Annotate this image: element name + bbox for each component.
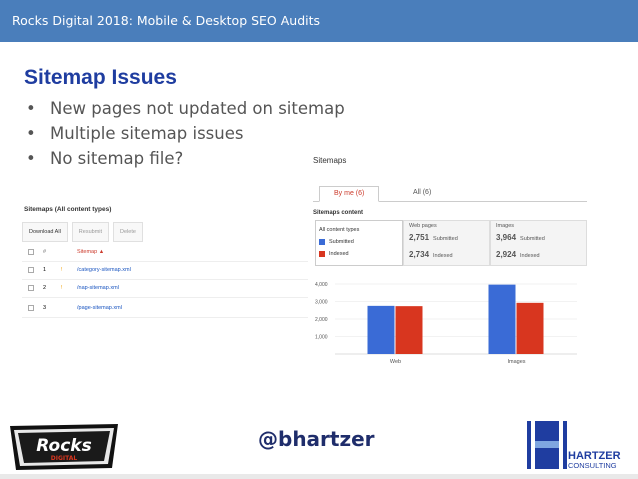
submitted-label: Submitted [520,236,545,242]
table-row: 3 /page-sitemap.xml [22,300,308,318]
bullet-list: • New pages not updated on sitemap • Multi… [26,96,345,171]
sitemap-link[interactable]: /category-sitemap.xml [77,267,131,273]
bullet-dot: • [26,99,36,118]
row-number: 2 [43,285,47,291]
resubmit-button[interactable]: Resubmit [71,222,110,242]
tab-by-me[interactable]: By me (6) [319,186,380,202]
sitemaps-title: Sitemaps [313,156,347,165]
legend-label: Indexed [329,251,349,257]
y-tick-label: 1,000 [315,335,328,341]
tab-all[interactable]: All (6) [413,189,432,196]
sitemaps-content-label: Sitemaps content [313,210,364,216]
web-indexed-line: 2,734 Indexed [409,250,484,267]
legend-item-submitted: Submitted [319,236,399,248]
images-submitted-line: 3,964 Submitted [496,233,581,250]
legend-item-indexed: Indexed [319,248,399,260]
images-indexed-value: 2,924 [496,250,517,259]
hartzer-consulting-logo: HARTZER CONSULTING [527,421,621,470]
x-tick-label: Web [390,359,401,365]
bullet-text: Multiple sitemap issues [50,124,244,143]
indexed-label: Indexed [433,253,453,259]
warning-icon: ! [61,267,63,273]
download-all-button[interactable]: Download All [22,222,68,242]
bullet-text: New pages not updated on sitemap [50,99,345,118]
bullet-item: • Multiple sitemap issues [26,121,345,146]
bullet-item: • New pages not updated on sitemap [26,96,345,121]
row-number: 3 [43,305,47,311]
bullet-text: No sitemap file? [50,149,184,168]
sitemaps-list-screenshot: Sitemaps (All content types) Download Al… [22,204,308,324]
images-label: Images [496,223,515,229]
web-pages-label: Web pages [409,223,437,229]
web-pages-stats[interactable]: Web pages 2,751 Submitted 2,734 Indexed [403,220,490,266]
table-row: 1 ! /category-sitemap.xml [22,262,308,280]
sitemaps-content-screenshot: Sitemaps By me (6) All (6) Sitemaps cont… [307,150,587,372]
legend-label: Submitted [329,239,354,245]
svg-text:CONSULTING: CONSULTING [568,461,617,470]
bullet-dot: • [26,124,36,143]
tab-bar: By me (6) All (6) [313,182,587,202]
row-checkbox[interactable] [28,285,34,291]
select-all-checkbox[interactable] [28,249,34,255]
bullet-dot: • [26,149,36,168]
header-title: Rocks Digital 2018: Mobile & Desktop SEO… [12,13,321,28]
y-tick-label: 3,000 [315,300,328,306]
images-stats[interactable]: Images 3,964 Submitted 2,924 Indexed [490,220,587,266]
slide-title: Sitemap Issues [24,66,177,89]
bar-submitted-web [367,305,395,354]
column-number: # [43,249,47,255]
y-tick-label: 2,000 [315,317,328,323]
table-row: 2 ! /nap-sitemap.xml [22,280,308,298]
sitemaps-list-heading: Sitemaps (All content types) [24,206,112,213]
indexed-label: Indexed [520,253,540,259]
images-submitted-value: 3,964 [496,233,517,242]
bullet-item: • No sitemap file? [26,146,345,171]
submitted-label: Submitted [433,236,458,242]
sitemap-link[interactable]: /page-sitemap.xml [77,305,122,311]
bar-indexed-images [516,302,544,354]
svg-text:HARTZER: HARTZER [568,450,621,462]
x-tick-label: Images [507,359,525,365]
twitter-handle: @bhartzer [258,427,375,451]
sitemap-bar-chart: 4,000 3,000 2,000 1,000 Web Images [315,282,577,365]
indexed-swatch [319,251,325,257]
images-indexed-line: 2,924 Indexed [496,250,581,267]
table-header-row: # Sitemap ▲ [22,244,308,262]
footer-rule [0,474,638,479]
delete-button[interactable]: Delete [113,222,143,242]
bar-submitted-images [488,284,516,354]
web-submitted-line: 2,751 Submitted [409,233,484,250]
header-bar: Rocks Digital 2018: Mobile & Desktop SEO… [0,0,638,42]
submitted-swatch [319,239,325,245]
bar-indexed-web [395,306,423,354]
row-number: 1 [43,267,47,273]
content-type-legend: All content types Submitted Indexed [315,220,403,266]
web-indexed-value: 2,734 [409,250,430,259]
row-checkbox[interactable] [28,267,34,273]
legend-header[interactable]: All content types [319,227,360,233]
warning-icon: ! [61,285,63,291]
sitemaps-toolbar: Download All Resubmit Delete [22,222,143,242]
y-tick-label: 4,000 [315,282,328,288]
column-sitemap[interactable]: Sitemap ▲ [77,249,105,255]
sitemap-link[interactable]: /nap-sitemap.xml [77,285,119,291]
rocks-digital-logo: Rocks DIGITAL [10,424,118,470]
web-submitted-value: 2,751 [409,233,430,242]
row-checkbox[interactable] [28,305,34,311]
svg-text:Rocks: Rocks [36,436,91,456]
svg-text:DIGITAL: DIGITAL [51,455,78,462]
